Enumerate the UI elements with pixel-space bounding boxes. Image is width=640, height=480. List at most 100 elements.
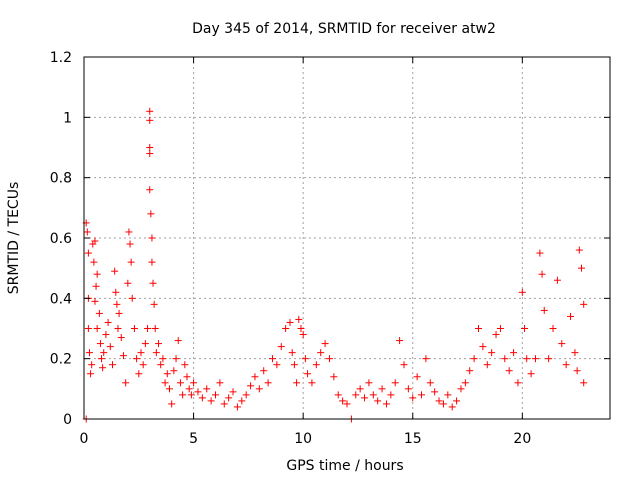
data-point bbox=[540, 306, 548, 314]
data-point bbox=[521, 325, 529, 332]
data-point bbox=[290, 361, 298, 369]
data-point bbox=[176, 379, 184, 387]
data-point bbox=[444, 391, 452, 399]
data-point bbox=[114, 325, 122, 332]
data-point bbox=[225, 394, 233, 402]
data-point bbox=[558, 340, 566, 348]
data-point bbox=[83, 228, 91, 236]
data-point bbox=[174, 337, 182, 345]
chart-title: Day 345 of 2014, SRMTID for receiver atw… bbox=[192, 21, 496, 37]
data-point bbox=[144, 325, 152, 332]
data-point bbox=[439, 400, 447, 408]
data-point bbox=[339, 397, 347, 405]
data-point bbox=[128, 294, 136, 302]
data-point bbox=[413, 373, 421, 381]
data-point bbox=[149, 279, 157, 287]
data-point bbox=[580, 300, 588, 308]
data-point bbox=[119, 352, 127, 360]
y-tick-label: 1 bbox=[63, 110, 72, 126]
data-point bbox=[190, 379, 198, 387]
data-point bbox=[229, 388, 237, 396]
data-point bbox=[141, 340, 149, 348]
data-point bbox=[562, 361, 570, 369]
data-point bbox=[475, 325, 482, 332]
data-point bbox=[242, 391, 250, 399]
data-point bbox=[133, 355, 141, 363]
data-point bbox=[146, 150, 154, 158]
y-tick-label: 0 bbox=[63, 412, 72, 428]
data-point bbox=[148, 234, 156, 242]
data-point bbox=[268, 355, 276, 363]
data-point bbox=[470, 355, 478, 363]
data-point bbox=[304, 370, 312, 378]
data-point bbox=[573, 367, 581, 375]
data-point bbox=[273, 361, 281, 369]
data-point bbox=[492, 331, 500, 339]
data-point bbox=[108, 361, 116, 369]
data-point bbox=[157, 361, 165, 369]
data-point bbox=[365, 379, 373, 387]
data-point bbox=[288, 349, 296, 357]
data-point bbox=[127, 258, 135, 266]
data-point bbox=[321, 340, 329, 348]
data-point bbox=[161, 379, 169, 387]
data-point bbox=[117, 334, 125, 342]
data-point bbox=[538, 270, 546, 278]
data-point bbox=[483, 361, 491, 369]
data-point bbox=[216, 379, 224, 387]
y-tick-label: 0.4 bbox=[50, 291, 72, 307]
data-point bbox=[264, 379, 272, 387]
data-point bbox=[168, 400, 176, 408]
data-point bbox=[382, 400, 390, 408]
data-point bbox=[510, 349, 518, 357]
data-point bbox=[148, 258, 156, 266]
data-point bbox=[453, 397, 461, 405]
data-point bbox=[88, 361, 96, 369]
data-point bbox=[137, 349, 145, 357]
data-point bbox=[457, 385, 465, 393]
data-point bbox=[99, 364, 107, 372]
data-point bbox=[146, 144, 154, 151]
data-point bbox=[325, 355, 333, 363]
data-point bbox=[159, 355, 167, 363]
data-point bbox=[96, 340, 104, 348]
data-point bbox=[523, 355, 531, 363]
data-point bbox=[295, 315, 303, 323]
data-point bbox=[400, 361, 408, 369]
data-point bbox=[146, 186, 154, 194]
data-point bbox=[187, 391, 195, 399]
data-point bbox=[115, 309, 123, 317]
data-point bbox=[165, 385, 173, 393]
data-point bbox=[396, 337, 404, 345]
data-point bbox=[466, 367, 474, 375]
x-tick-label: 5 bbox=[189, 431, 198, 447]
data-point bbox=[130, 325, 138, 332]
y-tick-label: 0.6 bbox=[50, 231, 72, 247]
y-axis-label: SRMTID / TECUs bbox=[6, 182, 22, 295]
data-point bbox=[317, 349, 325, 357]
data-point bbox=[124, 279, 132, 287]
data-point bbox=[578, 264, 586, 272]
data-point bbox=[488, 349, 496, 357]
data-point bbox=[233, 403, 241, 411]
data-point bbox=[220, 400, 228, 408]
data-point bbox=[293, 379, 301, 387]
data-point bbox=[418, 391, 426, 399]
data-point bbox=[147, 210, 155, 218]
data-point bbox=[501, 355, 509, 363]
data-point bbox=[286, 318, 294, 326]
data-point bbox=[125, 228, 133, 236]
data-point bbox=[571, 349, 579, 357]
y-tick-label: 0.2 bbox=[50, 352, 72, 368]
data-point bbox=[155, 340, 163, 348]
data-points bbox=[82, 107, 588, 423]
data-point bbox=[369, 391, 377, 399]
data-point bbox=[92, 282, 100, 290]
data-point bbox=[277, 343, 285, 351]
data-point bbox=[194, 388, 202, 396]
data-point bbox=[207, 397, 215, 405]
x-tick-label: 10 bbox=[294, 431, 312, 447]
data-point bbox=[553, 276, 561, 284]
data-point bbox=[139, 361, 147, 369]
data-point bbox=[112, 288, 120, 296]
